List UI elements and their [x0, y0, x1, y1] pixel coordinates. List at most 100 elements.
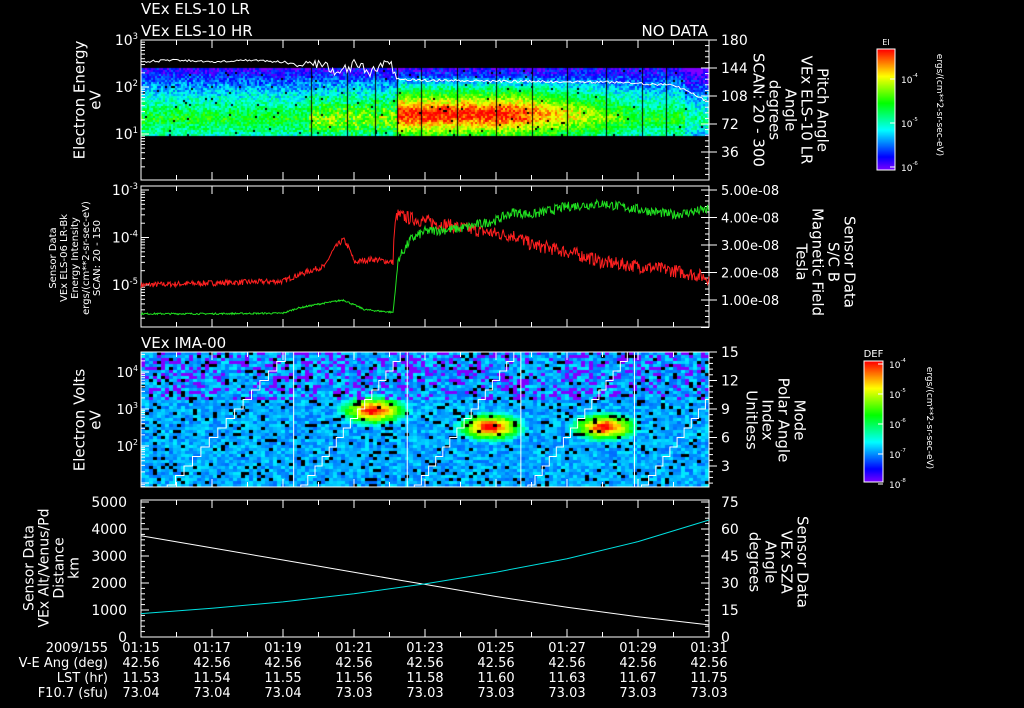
left-axis-label: VEx Alt/Venus/Pd [37, 508, 53, 627]
polar-angle-staircase [634, 399, 709, 488]
right-tick-label: 45 [721, 549, 739, 565]
time-col-lst: 11.60 [477, 671, 514, 686]
tick-label: 103 [116, 401, 138, 418]
right-axis-label: degrees [766, 80, 784, 141]
time-col-ve_ang: 42.56 [690, 656, 727, 671]
right-axis-label: Unitless [743, 390, 761, 450]
y-axis-label: eV [87, 410, 105, 430]
time-col-f107: 73.04 [122, 686, 159, 701]
y-axis-label: Electron Volts [71, 369, 89, 472]
time-col-ve_ang: 42.56 [264, 656, 301, 671]
polar-angle-staircase [407, 351, 521, 488]
time-col-lst: 11.75 [690, 671, 727, 686]
right-tick-label: 72 [721, 117, 739, 133]
time-col-ve_ang: 42.56 [406, 656, 443, 671]
tick-label: 10-7 [889, 448, 906, 461]
time-row-label: 2009/155 [46, 641, 108, 656]
time-col-time: 01:17 [193, 641, 230, 656]
polar-angle-staircase [293, 351, 408, 488]
sza-line [140, 519, 710, 615]
right-tick-label: 12 [721, 374, 739, 390]
right-tick-label: 3 [721, 459, 730, 475]
time-col-ve_ang: 42.56 [122, 656, 159, 671]
energy-intensity-line [140, 209, 710, 289]
right-tick-label: 4.00e-08 [721, 212, 779, 227]
time-col-lst: 11.63 [548, 671, 585, 686]
tick-label: 10-6 [901, 161, 918, 174]
right-tick-label: 36 [721, 145, 739, 161]
y-axis-label: Electron Energy [71, 40, 89, 159]
colorbar-title: DEF [864, 349, 884, 360]
header-els-lr: VEx ELS-10 LR [141, 0, 250, 18]
tick-label: 102 [116, 438, 138, 455]
right-tick-label: 5.00e-08 [721, 184, 779, 199]
left-axis-label: SCAN: 20 - 150 [92, 220, 103, 296]
time-col-ve_ang: 42.56 [477, 656, 514, 671]
els-spectrogram [141, 40, 709, 180]
pitch-angle-line [140, 58, 708, 102]
right-tick-label: 0 [721, 630, 730, 646]
tick-label: 10-5 [901, 117, 918, 130]
tick-label: 10-4 [901, 73, 918, 86]
left-tick-label: 2000 [91, 576, 127, 592]
right-tick-label: 30 [721, 576, 739, 592]
def-colorbar [864, 361, 883, 482]
tick-label: 103 [115, 31, 138, 49]
time-col-time: 01:21 [335, 641, 372, 656]
time-col-ve_ang: 42.56 [548, 656, 585, 671]
right-tick-label: 6 [721, 431, 730, 447]
tick-label: 10-5 [889, 388, 906, 401]
tick-label: 10-6 [889, 418, 906, 431]
left-axis-label: km [67, 557, 83, 579]
right-tick-label: 60 [721, 522, 739, 538]
tick-label: 104 [116, 364, 138, 381]
left-tick-label: 0 [118, 630, 127, 646]
right-tick-label: 2.00e-08 [721, 267, 779, 282]
time-col-lst: 11.54 [193, 671, 230, 686]
polar-angle-staircase [520, 351, 635, 488]
right-tick-label: 9 [721, 402, 730, 418]
ima-spectrogram [141, 352, 709, 487]
time-col-f107: 73.03 [619, 686, 656, 701]
time-col-lst: 11.55 [264, 671, 301, 686]
right-axis-label: Sensor Data [841, 216, 859, 308]
right-axis-label: Mode [791, 400, 809, 441]
no-data-label: NO DATA [642, 22, 709, 40]
time-col-time: 01:29 [619, 641, 656, 656]
left-axis-label: Energy Intensity [70, 217, 81, 299]
colorbar-title: EI [882, 38, 889, 47]
right-tick-label: 3.00e-08 [721, 239, 779, 254]
left-tick-label: 4000 [91, 522, 127, 538]
time-col-f107: 73.03 [406, 686, 443, 701]
right-tick-label: 1.00e-08 [721, 294, 779, 309]
y-axis-label: eV [87, 90, 105, 110]
tick-label: 10-4 [889, 358, 906, 371]
left-axis-label: VEx ELS-06 LR-Bk [59, 214, 70, 302]
right-axis-label: Angle [782, 89, 800, 132]
tick-label: 101 [115, 125, 138, 143]
time-col-f107: 73.03 [690, 686, 727, 701]
tick-label: 10-5 [112, 276, 138, 294]
time-row-label: V-E Ang (deg) [19, 656, 108, 671]
time-row-label: LST (hr) [57, 671, 108, 686]
panel-frame [140, 39, 710, 181]
right-axis-label: Tesla [793, 242, 811, 280]
tick-label: 10-8 [889, 478, 906, 491]
left-tick-label: 3000 [91, 549, 127, 565]
right-axis-label: VEx ELS-10 LR [798, 56, 816, 165]
time-col-lst: 11.58 [406, 671, 443, 686]
header-els-hr: VEx ELS-10 HR [141, 22, 253, 40]
right-tick-label: 180 [721, 33, 748, 49]
left-axis-label: ergs/(cm**2-sr-sec-eV) [81, 201, 92, 315]
time-col-lst: 11.56 [335, 671, 372, 686]
right-axis-label: Polar Angle [775, 378, 793, 463]
left-tick-label: 5000 [91, 495, 127, 511]
right-axis-label: Angle [762, 541, 780, 584]
time-col-time: 01:23 [406, 641, 443, 656]
time-col-time: 01:25 [477, 641, 514, 656]
right-axis-label: degrees [746, 532, 764, 593]
time-col-ve_ang: 42.56 [193, 656, 230, 671]
time-col-ve_ang: 42.56 [619, 656, 656, 671]
right-axis-label: Magnetic Field [809, 208, 827, 316]
